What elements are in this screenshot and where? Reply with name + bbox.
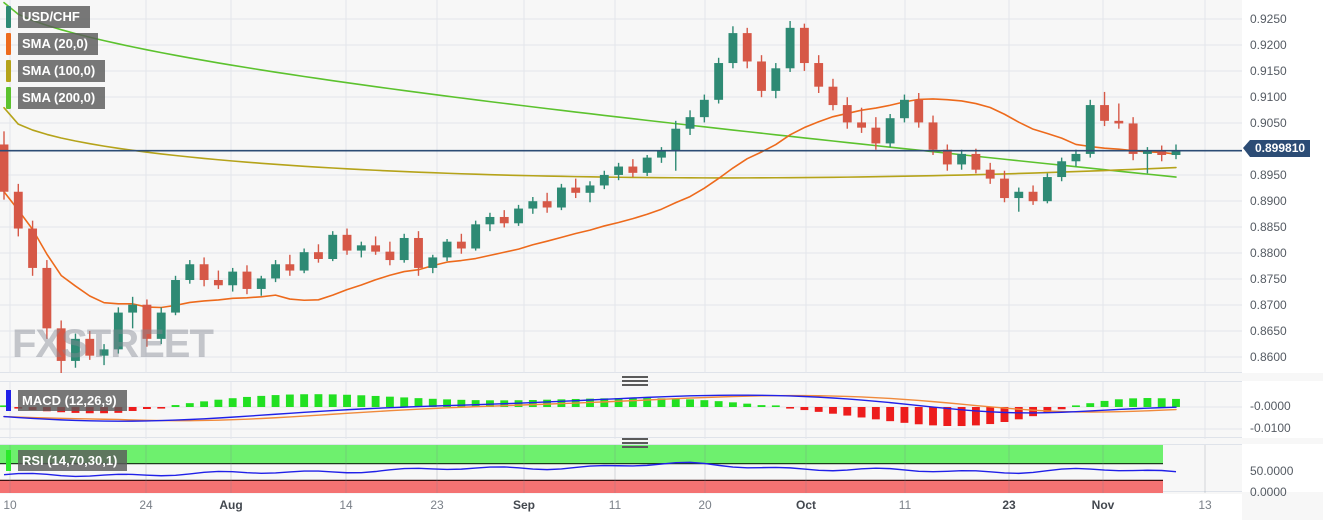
legend-item-sma100[interactable]: SMA (100,0)	[6, 60, 106, 82]
handle-line	[622, 438, 648, 440]
axis-tick-label: 0.8750	[1250, 272, 1287, 286]
time-axis[interactable]: 10 24 Aug 14 23 Sep 11 20 Oct 11 23 Nov 13	[0, 494, 1242, 520]
axis-tick-label: 50.0000	[1250, 464, 1294, 478]
legend-swatch-sma100	[6, 60, 11, 82]
macd-panel-resize-handle[interactable]	[622, 376, 648, 386]
axis-tick-label: -0.0100	[1250, 421, 1291, 435]
rsi-swatch	[6, 450, 11, 471]
current-price-badge: 0.899810	[1243, 140, 1311, 157]
handle-line	[622, 446, 648, 448]
time-axis-tick: 14	[339, 498, 353, 512]
rsi-plot	[0, 445, 1206, 493]
rsi-study-text: RSI (14,70,30,1)	[18, 450, 128, 471]
legend-item-sma200[interactable]: SMA (200,0)	[6, 87, 106, 109]
legend-label-sma100: SMA (100,0)	[18, 60, 106, 82]
handle-line	[622, 380, 648, 382]
legend-item-usdchf[interactable]: USD/CHF	[6, 6, 105, 28]
axis-tick-label: 0.8950	[1250, 168, 1287, 182]
legend-swatch-usdchf	[6, 6, 11, 28]
legend-label-sma20: SMA (20,0)	[18, 33, 98, 55]
time-axis-tick: 24	[139, 498, 153, 512]
chart-legend: USD/CHF SMA (20,0) SMA (100,0) SMA (200,…	[6, 6, 106, 114]
macd-plot	[0, 382, 1242, 439]
axis-tick-label: 0.0000	[1250, 485, 1287, 499]
axis-tick-label: 0.8700	[1250, 298, 1287, 312]
axis-tick-label: 0.9200	[1250, 38, 1287, 52]
handle-line	[622, 442, 648, 444]
axis-tick-label: 0.9150	[1250, 64, 1287, 78]
handle-line	[622, 384, 648, 386]
axis-tick-label: 0.9250	[1250, 12, 1287, 26]
axis-tick-label: 0.8800	[1250, 246, 1287, 260]
handle-line	[622, 376, 648, 378]
time-axis-tick: 11	[898, 498, 912, 512]
axis-tick-label: 0.9050	[1250, 116, 1287, 130]
time-axis-tick: Sep	[512, 498, 536, 512]
macd-study-label[interactable]: MACD (12,26,9)	[6, 390, 127, 411]
current-price-value: 0.899810	[1250, 140, 1311, 157]
legend-swatch-sma200	[6, 87, 11, 109]
price-badge-arrow-icon	[1243, 140, 1250, 157]
legend-label-usdchf: USD/CHF	[18, 6, 90, 28]
legend-label-sma200: SMA (200,0)	[18, 87, 106, 109]
axis-tick-label: 0.9100	[1250, 90, 1287, 104]
time-axis-tick: 23	[1002, 498, 1016, 512]
axis-tick-label: 0.8600	[1250, 350, 1287, 364]
time-axis-tick: 20	[698, 498, 712, 512]
rsi-axis[interactable]: 50.0000 0.0000	[1242, 444, 1323, 499]
time-axis-tick: 13	[1198, 498, 1212, 512]
legend-item-sma20[interactable]: SMA (20,0)	[6, 33, 105, 55]
price-axis[interactable]: 0.9250 0.9200 0.9150 0.9100 0.9050 0.8950 0.89…	[1242, 0, 1323, 373]
rsi-panel[interactable]	[0, 444, 1242, 493]
time-axis-tick: 11	[608, 498, 622, 512]
time-axis-tick: 23	[430, 498, 444, 512]
rsi-panel-resize-handle[interactable]	[622, 438, 648, 448]
axis-tick-label: 0.8650	[1250, 324, 1287, 338]
time-axis-tick: Aug	[219, 498, 243, 512]
axis-tick-label: -0.0000	[1250, 399, 1291, 413]
macd-panel[interactable]	[0, 381, 1242, 439]
axis-tick-label: 0.8900	[1250, 194, 1287, 208]
rsi-study-label[interactable]: RSI (14,70,30,1)	[6, 450, 128, 471]
macd-axis[interactable]: -0.0000 -0.0100	[1242, 381, 1323, 438]
time-axis-tick: Nov	[1091, 498, 1115, 512]
time-axis-tick: 10	[3, 498, 17, 512]
legend-swatch-sma20	[6, 33, 11, 55]
macd-study-text: MACD (12,26,9)	[18, 390, 127, 411]
price-chart-panel[interactable]	[0, 0, 1242, 373]
time-axis-tick: Oct	[795, 498, 817, 512]
axis-tick-label: 0.8850	[1250, 220, 1287, 234]
macd-swatch	[6, 390, 11, 411]
price-plot	[0, 0, 1242, 373]
